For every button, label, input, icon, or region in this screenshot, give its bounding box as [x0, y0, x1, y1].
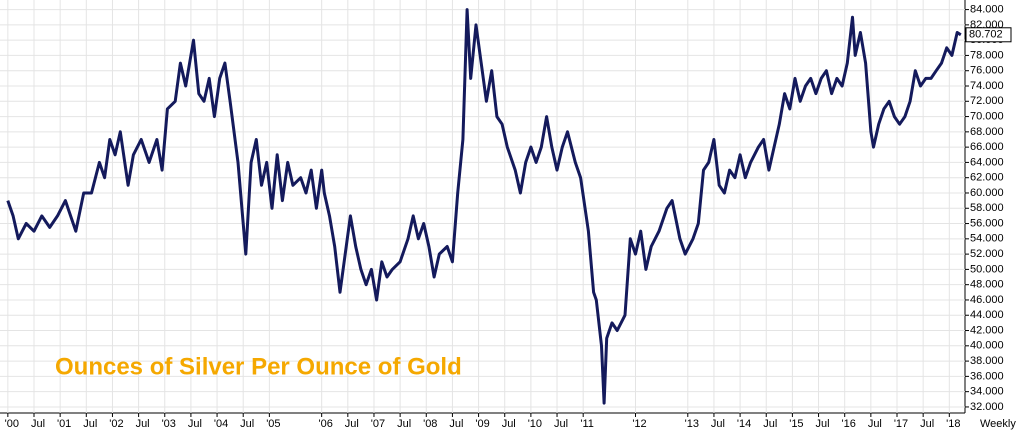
y-tick-label: 62.000	[970, 172, 1004, 184]
x-tick-label: Jul	[136, 418, 150, 430]
y-tick-label: 46.000	[970, 294, 1004, 306]
x-tick-label: '07	[371, 418, 385, 430]
y-tick-label: 40.000	[970, 340, 1004, 352]
x-tick-label: '13	[685, 418, 699, 430]
x-tick-label: '00	[5, 418, 19, 430]
x-tick-label: Jul	[711, 418, 725, 430]
x-tick-label: Jul	[554, 418, 568, 430]
x-tick-label: Jul	[188, 418, 202, 430]
x-tick-label: '02	[109, 418, 123, 430]
y-tick-label: 72.000	[970, 95, 1004, 107]
y-tick-label: 58.000	[970, 202, 1004, 214]
x-tick-label: Jul	[502, 418, 516, 430]
y-tick-label: 54.000	[970, 233, 1004, 245]
x-tick-label: Jul	[449, 418, 463, 430]
chart-title: Ounces of Silver Per Ounce of Gold	[55, 353, 462, 380]
price-line	[6, 8, 962, 405]
x-tick-label: Jul	[83, 418, 97, 430]
y-tick-label: 56.000	[970, 217, 1004, 229]
y-tick-label: 52.000	[970, 248, 1004, 260]
last-value-box	[965, 27, 1012, 43]
x-tick-label: '03	[162, 418, 176, 430]
x-tick-label: '09	[475, 418, 489, 430]
y-tick-label: 76.000	[970, 65, 1004, 77]
x-tick-label: '06	[318, 418, 332, 430]
y-tick-label: 36.000	[970, 370, 1004, 382]
x-tick-label: Jul	[920, 418, 934, 430]
x-tick-label: '05	[266, 418, 280, 430]
y-tick-label: 78.000	[970, 49, 1004, 61]
x-tick-label: '17	[894, 418, 908, 430]
x-tick-label: '15	[789, 418, 803, 430]
y-tick-label: 32.000	[970, 401, 1004, 413]
period-label: Weekly	[980, 418, 1016, 430]
y-tick-label: 84.000	[970, 3, 1004, 15]
x-tick-label: Jul	[345, 418, 359, 430]
x-tick-label: '10	[528, 418, 542, 430]
x-tick-label: '08	[423, 418, 437, 430]
y-tick-label: 50.000	[970, 263, 1004, 275]
x-tick-label: '18	[946, 418, 960, 430]
x-tick-label: Jul	[397, 418, 411, 430]
x-tick-label: Jul	[868, 418, 882, 430]
x-tick-label: '01	[57, 418, 71, 430]
y-tick-label: 44.000	[970, 309, 1004, 321]
x-tick-label: '04	[214, 418, 228, 430]
y-tick-label: 48.000	[970, 279, 1004, 291]
x-tick-label: Jul	[240, 418, 254, 430]
y-tick-label: 42.000	[970, 324, 1004, 336]
y-tick-label: 74.000	[970, 80, 1004, 92]
y-tick-label: 70.000	[970, 110, 1004, 122]
y-tick-label: 60.000	[970, 187, 1004, 199]
x-tick-label: '16	[842, 418, 856, 430]
x-tick-label: '12	[632, 418, 646, 430]
last-value-label: 80.702	[969, 29, 1003, 41]
y-tick-label: 34.000	[970, 386, 1004, 398]
y-tick-label: 64.000	[970, 156, 1004, 168]
y-tick-label: 68.000	[970, 126, 1004, 138]
x-tick-label: Jul	[816, 418, 830, 430]
x-tick-label: '11	[580, 418, 594, 430]
y-tick-label: 66.000	[970, 141, 1004, 153]
x-tick-label: Jul	[763, 418, 777, 430]
x-tick-label: '14	[737, 418, 751, 430]
y-tick-label: 38.000	[970, 355, 1004, 367]
x-tick-label: Jul	[31, 418, 45, 430]
